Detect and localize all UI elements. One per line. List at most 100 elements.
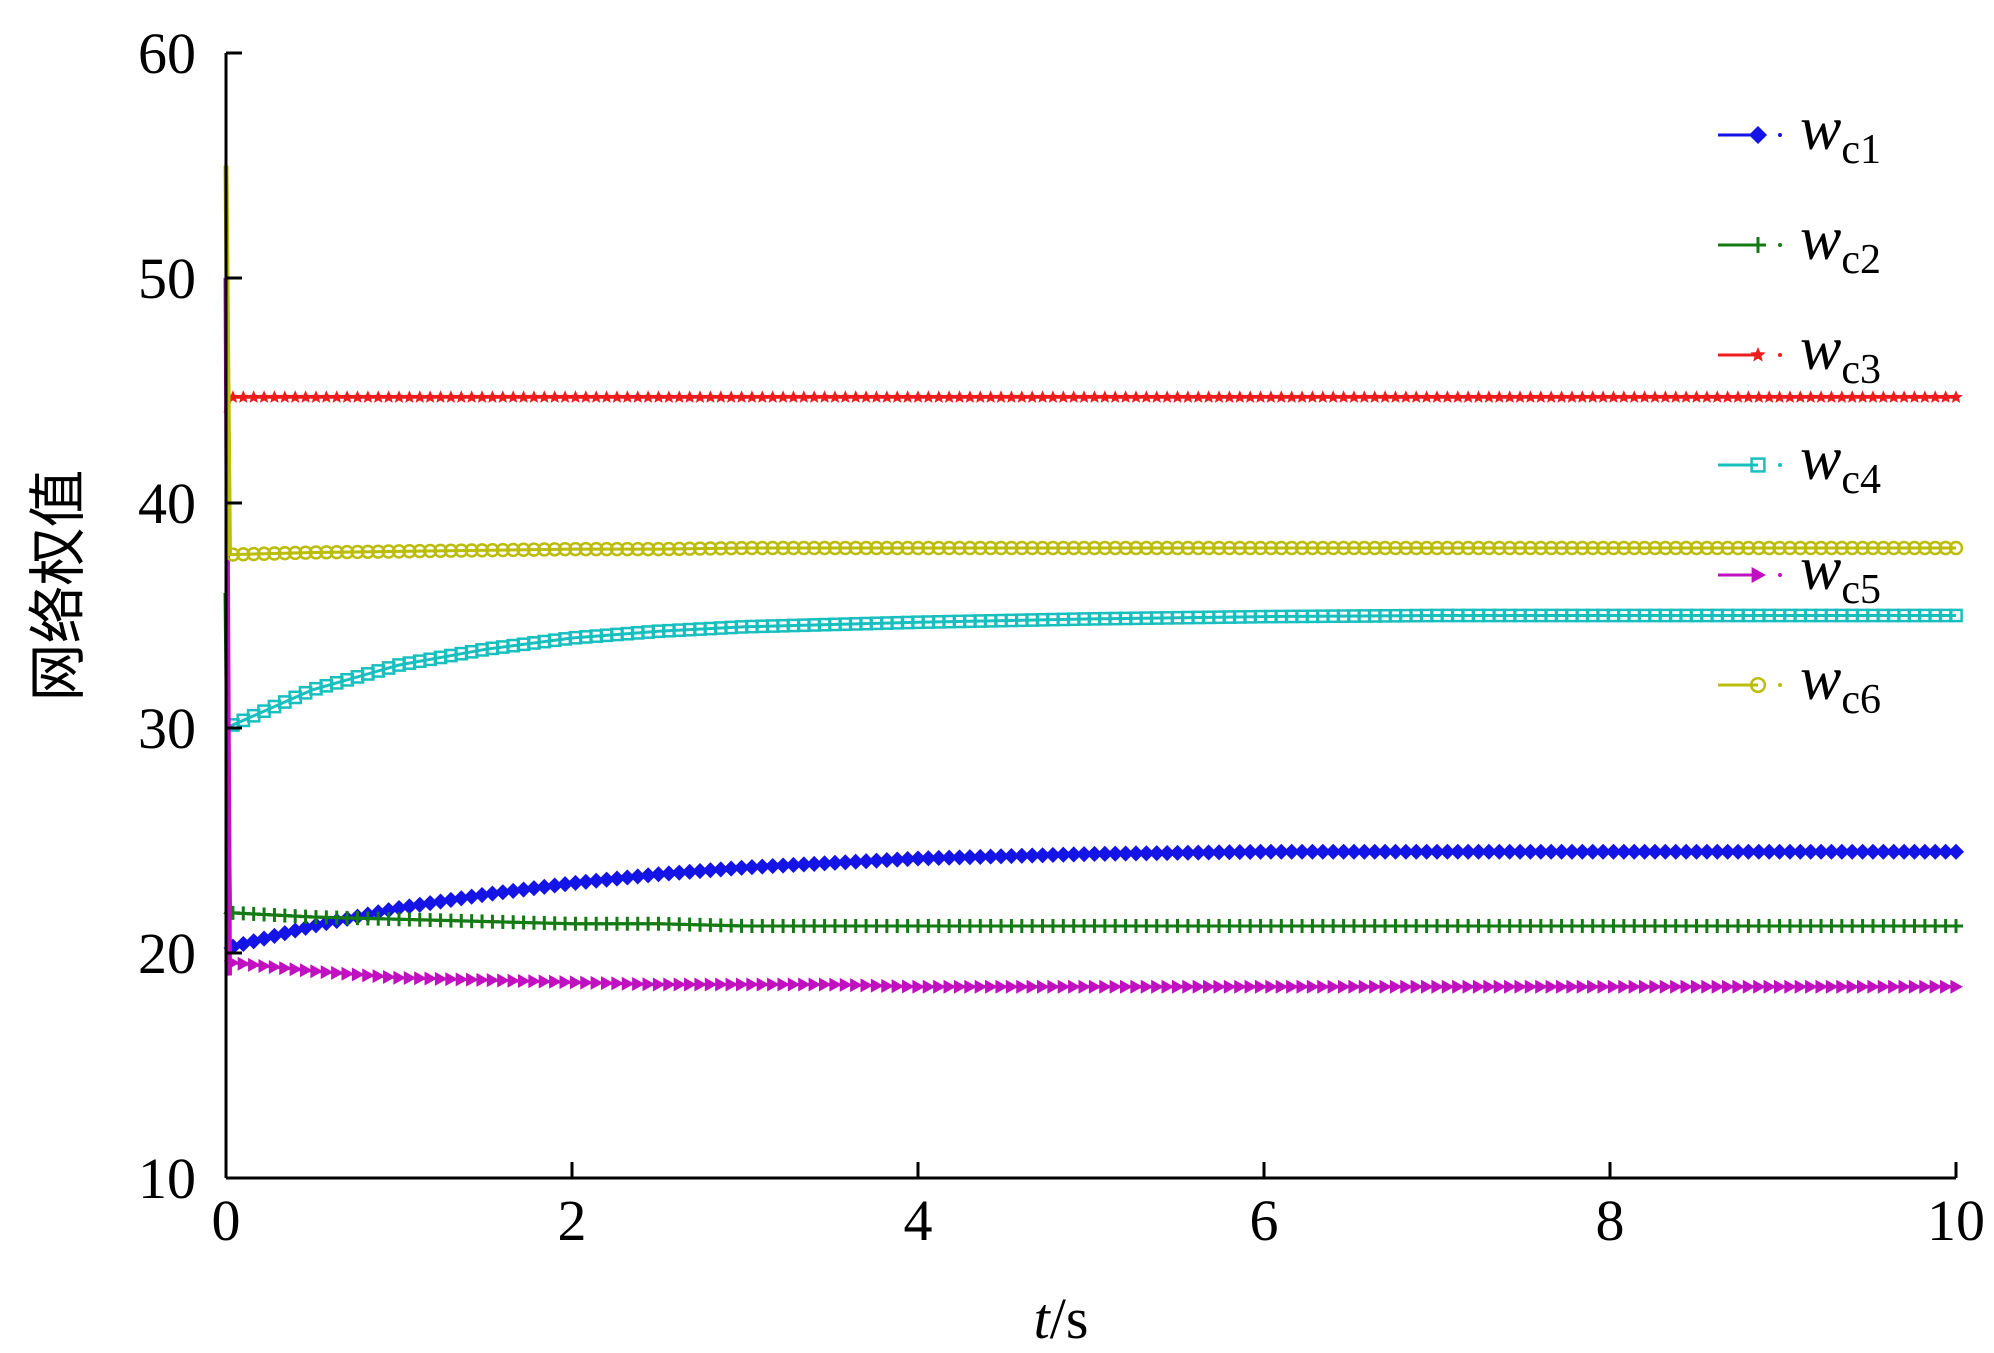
point-wc5	[1369, 979, 1382, 994]
point-wc5	[1535, 979, 1548, 994]
point-wc5	[549, 974, 562, 989]
point-wc6	[1149, 540, 1164, 556]
point-wc5	[767, 977, 780, 992]
point-wc5	[746, 977, 759, 992]
point-wc3	[1575, 390, 1589, 403]
point-wc3	[1482, 390, 1496, 403]
x-tick-label: 8	[1596, 1188, 1625, 1253]
point-wc5	[1317, 979, 1330, 994]
point-wc5	[1462, 979, 1476, 994]
point-wc6	[827, 540, 843, 556]
point-wc6	[1720, 540, 1735, 556]
point-wc3	[1887, 390, 1901, 403]
point-wc6	[1730, 540, 1746, 556]
point-wc3	[641, 390, 655, 403]
point-wc3	[1845, 390, 1859, 403]
point-wc6	[900, 540, 915, 556]
point-wc5	[974, 979, 988, 994]
point-wc6	[630, 541, 645, 557]
point-wc6	[547, 542, 562, 557]
point-wc6	[1834, 540, 1850, 556]
point-wc5	[1358, 979, 1372, 994]
legend-marker	[1750, 457, 1766, 473]
point-wc5	[943, 979, 957, 994]
point-wc5	[1846, 979, 1860, 994]
point-wc3	[1233, 390, 1247, 403]
point-wc6	[661, 541, 677, 557]
point-wc3	[1222, 390, 1237, 403]
point-wc5	[1566, 979, 1579, 994]
point-wc5	[725, 977, 739, 992]
point-wc6	[921, 540, 936, 556]
series-wc4	[225, 608, 1963, 732]
point-wc3	[1741, 390, 1756, 403]
point-wc6	[1647, 540, 1663, 556]
point-wc6	[495, 542, 510, 558]
point-wc5	[663, 977, 676, 992]
point-wc5	[476, 972, 490, 987]
y-tick-label: 30	[138, 696, 196, 761]
point-wc3	[1336, 390, 1351, 403]
point-wc3	[599, 390, 614, 403]
point-wc6	[1139, 540, 1154, 556]
point-wc5	[1088, 979, 1102, 994]
legend-label: wc3	[1800, 315, 1881, 393]
point-wc6	[651, 541, 666, 557]
point-wc6	[1741, 540, 1756, 556]
point-wc5	[777, 977, 791, 992]
point-wc5	[248, 957, 261, 972]
point-wc3	[1783, 390, 1797, 403]
point-wc5	[808, 977, 822, 992]
point-wc6	[277, 546, 293, 561]
point-wc3	[496, 390, 510, 403]
series-layer	[223, 165, 1965, 994]
point-wc3	[1129, 390, 1143, 403]
point-wc5	[1524, 979, 1538, 994]
point-wc5	[1151, 979, 1164, 994]
point-wc3	[298, 390, 313, 403]
point-wc3	[433, 390, 448, 403]
point-wc6	[941, 540, 957, 556]
point-wc5	[881, 978, 894, 993]
point-wc6	[858, 540, 874, 556]
x-tick-label: 10	[1927, 1188, 1985, 1253]
point-wc5	[289, 962, 303, 977]
point-wc5	[1514, 979, 1528, 994]
point-wc5	[787, 977, 801, 992]
point-wc5	[1005, 979, 1019, 994]
point-wc3	[1793, 390, 1807, 403]
point-wc3	[1939, 390, 1953, 403]
point-wc5	[1763, 979, 1777, 994]
point-wc3	[1762, 390, 1776, 403]
point-wc3	[797, 390, 811, 403]
point-wc3	[1202, 390, 1216, 403]
point-wc3	[247, 390, 261, 403]
point-wc3	[1451, 390, 1465, 403]
point-wc5	[414, 971, 427, 986]
point-wc5	[590, 975, 604, 990]
point-wc5	[1576, 979, 1590, 994]
point-wc5	[704, 977, 718, 992]
point-wc5	[351, 967, 365, 982]
point-wc5	[694, 977, 708, 992]
point-wc3	[1368, 390, 1382, 403]
point-wc5	[299, 963, 313, 978]
legend-item-wc4: wc4	[1718, 425, 1881, 503]
point-wc5	[1670, 979, 1683, 994]
point-wc3	[683, 390, 697, 403]
point-wc5	[517, 973, 531, 988]
point-wc3	[1907, 390, 1922, 403]
point-wc3	[1627, 390, 1641, 403]
point-wc6	[526, 542, 542, 557]
point-wc5	[580, 975, 593, 990]
point-wc6	[1845, 540, 1860, 556]
point-wc6	[1253, 540, 1268, 556]
point-wc6	[879, 540, 895, 556]
point-wc6	[1876, 540, 1891, 556]
point-wc3	[1274, 390, 1288, 403]
point-wc3	[361, 390, 375, 403]
point-wc6	[246, 546, 261, 562]
point-wc6	[973, 540, 988, 556]
point-wc3	[475, 390, 489, 403]
point-wc3	[1420, 390, 1434, 403]
